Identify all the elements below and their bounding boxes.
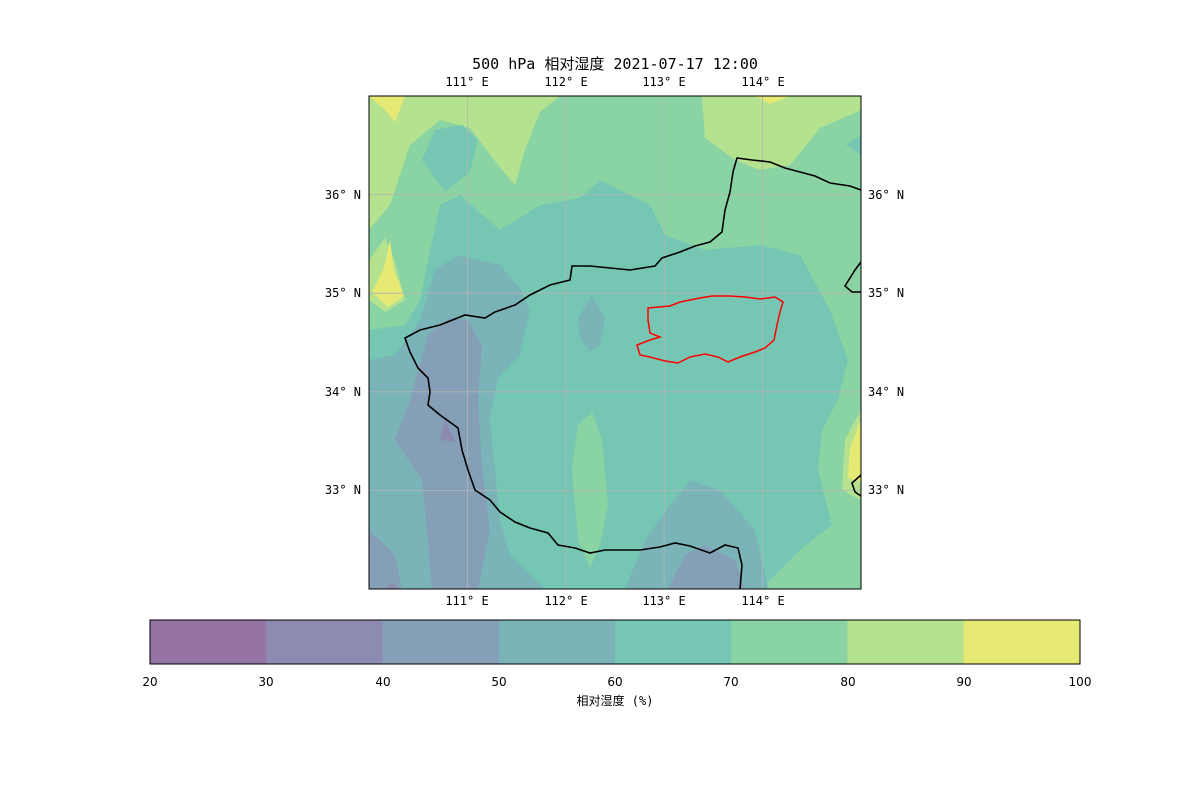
lat-tick-left-36: 36° N bbox=[324, 188, 361, 202]
lat-tick-left-35: 35° N bbox=[324, 286, 361, 300]
province-border-east bbox=[843, 261, 861, 293]
colorbar-frame bbox=[149, 619, 1081, 665]
fill-90-100-w bbox=[372, 240, 404, 307]
map-title: 500 hPa 相对湿度 2021-07-17 12:00 bbox=[472, 55, 758, 73]
lat-tick-left-33: 33° N bbox=[324, 483, 361, 497]
highlighted-region-outline bbox=[636, 295, 784, 364]
fill-40-50-sw bbox=[369, 530, 402, 589]
province-border bbox=[404, 157, 861, 589]
gridlines bbox=[369, 96, 861, 589]
colorbar-swatch bbox=[615, 620, 732, 664]
colorbar-swatch bbox=[150, 620, 267, 664]
colorbar-tick: 30 bbox=[258, 675, 274, 689]
lon-tick-top-114: 114° E bbox=[741, 75, 785, 89]
colorbar-tick: 40 bbox=[375, 675, 391, 689]
lat-tick-right-36: 36° N bbox=[868, 188, 905, 202]
lat-tick-right-34: 34° N bbox=[868, 385, 905, 399]
fill-40-50-west bbox=[395, 318, 490, 589]
fill-50-60-small bbox=[578, 295, 605, 352]
colorbar-tick: 20 bbox=[142, 675, 158, 689]
colorbar-tick: 80 bbox=[840, 675, 856, 689]
fill-60-70-north bbox=[422, 125, 478, 192]
colorbar bbox=[150, 620, 1081, 664]
colorbar-swatch bbox=[847, 620, 965, 664]
lon-tick-top-112: 112° E bbox=[544, 75, 588, 89]
province-border-east2 bbox=[851, 474, 861, 497]
lon-tick-bottom-112: 112° E bbox=[544, 594, 588, 608]
fill-90-100-n bbox=[755, 96, 790, 104]
fill-90-100-nw bbox=[369, 96, 405, 122]
map-frame bbox=[368, 95, 862, 590]
lon-tick-bottom-113: 113° E bbox=[642, 594, 686, 608]
lon-tick-top-113: 113° E bbox=[642, 75, 686, 89]
colorbar-tick: 50 bbox=[491, 675, 507, 689]
colorbar-tick: 70 bbox=[723, 675, 739, 689]
lon-tick-bottom-111: 111° E bbox=[445, 594, 489, 608]
colorbar-swatch bbox=[963, 620, 1081, 664]
colorbar-tick: 100 bbox=[1068, 675, 1092, 689]
fill-60-70-ne bbox=[846, 135, 861, 155]
lat-tick-right-33: 33° N bbox=[868, 483, 905, 497]
fill-30-40-spot bbox=[440, 420, 456, 442]
lon-tick-top-111: 111° E bbox=[445, 75, 489, 89]
colorbar-label: 相对湿度 (%) bbox=[576, 694, 654, 708]
fill-90-100-e bbox=[848, 420, 861, 482]
lon-tick-bottom-114: 114° E bbox=[741, 594, 785, 608]
lat-tick-left-34: 34° N bbox=[324, 385, 361, 399]
colorbar-tick: 60 bbox=[607, 675, 623, 689]
humidity-field bbox=[369, 96, 861, 589]
fill-40-50-south bbox=[668, 545, 745, 589]
lat-tick-right-35: 35° N bbox=[868, 286, 905, 300]
colorbar-swatch bbox=[498, 620, 616, 664]
colorbar-swatch bbox=[382, 620, 500, 664]
fill-80-90-north bbox=[369, 96, 861, 230]
colorbar-swatch bbox=[266, 620, 383, 664]
colorbar-tick: 90 bbox=[956, 675, 972, 689]
fill-30-40-corner bbox=[385, 582, 398, 589]
colorbar-swatch bbox=[731, 620, 848, 664]
